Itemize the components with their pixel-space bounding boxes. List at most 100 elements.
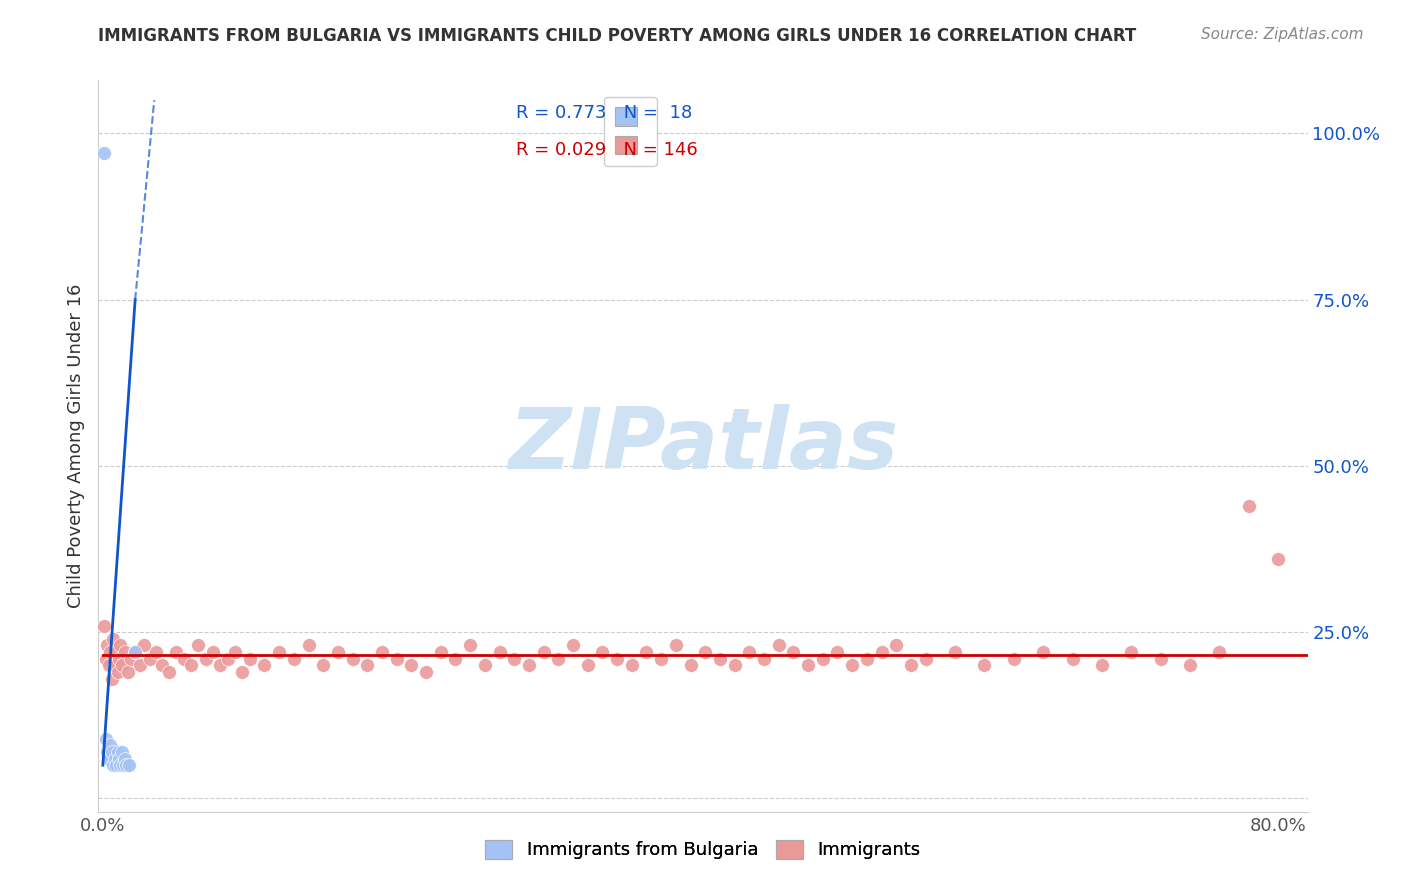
Point xyxy=(157,665,180,679)
Point xyxy=(738,645,761,659)
Point xyxy=(145,645,167,659)
Point xyxy=(180,658,202,673)
Point xyxy=(811,652,834,666)
Point xyxy=(231,665,253,679)
Point xyxy=(107,745,129,759)
Point xyxy=(114,645,136,659)
Point xyxy=(679,658,702,673)
Point xyxy=(458,639,481,653)
Y-axis label: Child Poverty Among Girls Under 16: Child Poverty Among Girls Under 16 xyxy=(66,284,84,608)
Point xyxy=(547,652,569,666)
Point xyxy=(1091,658,1114,673)
Text: IMMIGRANTS FROM BULGARIA VS IMMIGRANTS CHILD POVERTY AMONG GIRLS UNDER 16 CORREL: IMMIGRANTS FROM BULGARIA VS IMMIGRANTS C… xyxy=(98,27,1136,45)
Point xyxy=(120,652,142,666)
Point xyxy=(96,639,118,653)
Point xyxy=(797,658,820,673)
Point xyxy=(503,652,526,666)
Point xyxy=(533,645,555,659)
Point xyxy=(841,658,863,673)
Point xyxy=(768,639,790,653)
Point xyxy=(914,652,936,666)
Point xyxy=(723,658,745,673)
Point xyxy=(103,658,125,673)
Point xyxy=(695,645,717,659)
Text: R = 0.773   N =  18: R = 0.773 N = 18 xyxy=(516,104,692,122)
Point xyxy=(239,652,262,666)
Point xyxy=(107,665,129,679)
Point xyxy=(562,639,585,653)
Point xyxy=(415,665,437,679)
Point xyxy=(827,645,849,659)
Point xyxy=(650,652,672,666)
Point xyxy=(124,645,146,659)
Point xyxy=(1178,658,1201,673)
Point xyxy=(132,639,155,653)
Point xyxy=(117,665,139,679)
Point xyxy=(93,146,115,161)
Point xyxy=(128,658,150,673)
Point xyxy=(96,745,118,759)
Point xyxy=(98,645,121,659)
Point xyxy=(606,652,628,666)
Point xyxy=(94,652,117,666)
Point xyxy=(342,652,364,666)
Point xyxy=(636,645,658,659)
Point xyxy=(110,639,132,653)
Point xyxy=(665,639,688,653)
Point xyxy=(429,645,451,659)
Point xyxy=(111,658,134,673)
Point xyxy=(110,758,132,772)
Point xyxy=(97,751,120,765)
Point xyxy=(139,652,162,666)
Point xyxy=(973,658,995,673)
Point xyxy=(444,652,467,666)
Point xyxy=(752,652,775,666)
Point xyxy=(150,658,173,673)
Point xyxy=(1032,645,1054,659)
Point xyxy=(217,652,239,666)
Point xyxy=(856,652,879,666)
Point xyxy=(103,751,125,765)
Point xyxy=(115,758,138,772)
Point xyxy=(101,758,124,772)
Point xyxy=(101,632,124,646)
Point xyxy=(1062,652,1084,666)
Point xyxy=(105,758,128,772)
Point xyxy=(253,658,276,673)
Point xyxy=(900,658,922,673)
Point xyxy=(1237,499,1260,513)
Point xyxy=(269,645,291,659)
Point xyxy=(224,645,246,659)
Point xyxy=(576,658,599,673)
Text: R = 0.029   N = 146: R = 0.029 N = 146 xyxy=(516,141,697,159)
Point xyxy=(517,658,540,673)
Point xyxy=(782,645,804,659)
Point xyxy=(326,645,349,659)
Text: Source: ZipAtlas.com: Source: ZipAtlas.com xyxy=(1201,27,1364,42)
Point xyxy=(385,652,408,666)
Point xyxy=(114,751,136,765)
Point xyxy=(709,652,731,666)
Point xyxy=(93,618,115,632)
Point xyxy=(371,645,394,659)
Point xyxy=(173,652,195,666)
Point xyxy=(187,639,209,653)
Point xyxy=(94,731,117,746)
Point xyxy=(297,639,319,653)
Point xyxy=(108,751,131,765)
Point xyxy=(1267,552,1289,566)
Point xyxy=(1121,645,1143,659)
Point xyxy=(112,758,135,772)
Point xyxy=(165,645,187,659)
Point xyxy=(283,652,305,666)
Point xyxy=(108,652,131,666)
Point xyxy=(356,658,378,673)
Point xyxy=(98,738,121,752)
Point xyxy=(97,658,120,673)
Point xyxy=(209,658,232,673)
Point xyxy=(591,645,613,659)
Text: ZIPatlas: ZIPatlas xyxy=(508,404,898,488)
Point xyxy=(474,658,496,673)
Point xyxy=(943,645,966,659)
Point xyxy=(100,672,122,686)
